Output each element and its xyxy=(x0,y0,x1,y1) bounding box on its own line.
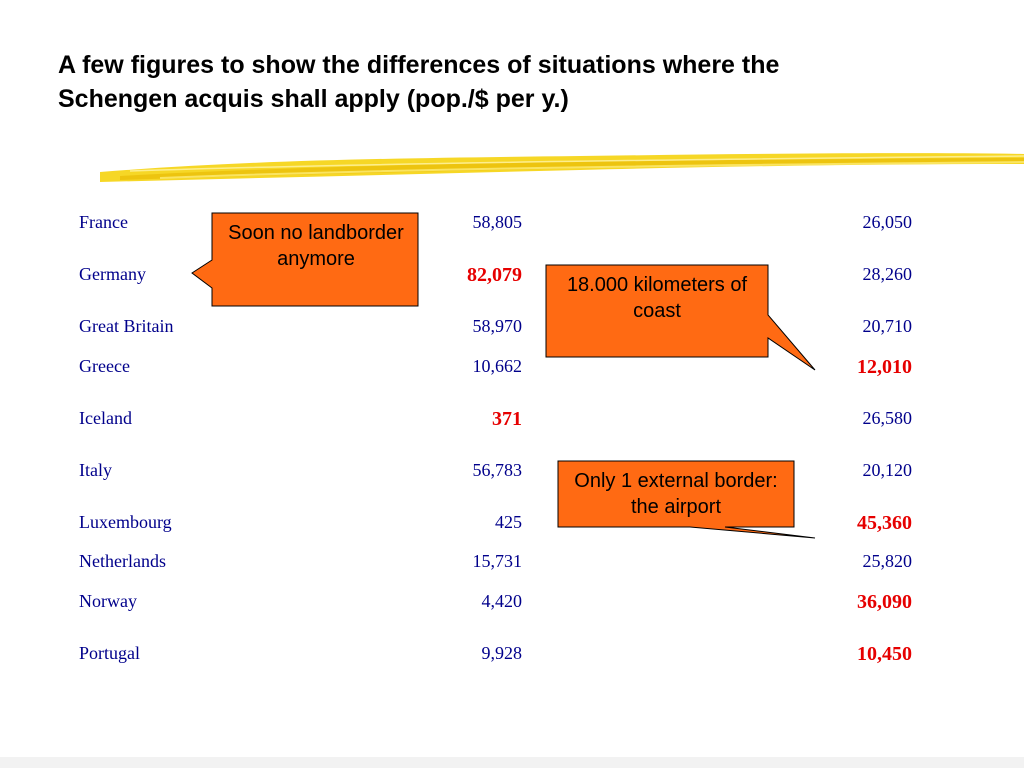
population-value: 58,805 xyxy=(472,212,523,232)
airport-callout-text: Only 1 external border: the airport xyxy=(574,470,778,518)
slide-title: A few figures to show the differences of… xyxy=(58,51,780,113)
country-name: Great Britain xyxy=(79,316,174,336)
gdp-value: 25,820 xyxy=(862,551,913,571)
gdp-value: 45,360 xyxy=(857,512,912,534)
table-row: Germany 82,079 28,260 xyxy=(0,264,1024,294)
table-row: Great Britain 58,970 20,710 xyxy=(0,316,1024,346)
landborder-callout-text: Soon no landborder anymore xyxy=(228,222,404,270)
population-value: 56,783 xyxy=(472,460,523,480)
table-row: France 58,805 26,050 xyxy=(0,212,1024,242)
table-row: Luxembourg 425 45,360 xyxy=(0,512,1024,542)
country-name: Luxembourg xyxy=(79,512,172,532)
country-name: Greece xyxy=(79,356,130,376)
population-value: 15,731 xyxy=(472,551,523,571)
population-value: 4,420 xyxy=(481,591,523,611)
gdp-value: 26,050 xyxy=(862,212,913,232)
table-row: Italy 56,783 20,120 xyxy=(0,460,1024,490)
gdp-value: 20,710 xyxy=(862,316,913,336)
population-value: 82,079 xyxy=(467,264,522,286)
country-name: Italy xyxy=(79,460,112,480)
coast-callout-text: 18.000 kilometers of coast xyxy=(566,274,748,322)
country-name: France xyxy=(79,212,128,232)
table-row: Norway 4,420 36,090 xyxy=(0,591,1024,621)
gdp-value: 36,090 xyxy=(857,591,912,613)
table-row: Netherlands 15,731 25,820 xyxy=(0,551,1024,581)
population-value: 10,662 xyxy=(472,356,523,376)
country-name: Portugal xyxy=(79,643,140,663)
gdp-value: 20,120 xyxy=(862,460,913,480)
slide-bottom-band xyxy=(0,757,1024,768)
population-value: 9,928 xyxy=(481,643,523,663)
gdp-value: 26,580 xyxy=(862,408,913,428)
yellow-brush-underline xyxy=(100,153,1024,182)
country-name: Norway xyxy=(79,591,137,611)
table-row: Greece 10,662 12,010 xyxy=(0,356,1024,386)
table-row: Iceland 371 26,580 xyxy=(0,408,1024,438)
gdp-value: 28,260 xyxy=(862,264,913,284)
gdp-value: 12,010 xyxy=(857,356,912,378)
gdp-value: 10,450 xyxy=(857,643,912,665)
country-name: Netherlands xyxy=(79,551,166,571)
population-value: 425 xyxy=(495,512,522,532)
population-value: 58,970 xyxy=(472,316,523,336)
table-row: Portugal 9,928 10,450 xyxy=(0,643,1024,673)
population-value: 371 xyxy=(492,408,522,430)
country-name: Germany xyxy=(79,264,146,284)
country-name: Iceland xyxy=(79,408,132,428)
